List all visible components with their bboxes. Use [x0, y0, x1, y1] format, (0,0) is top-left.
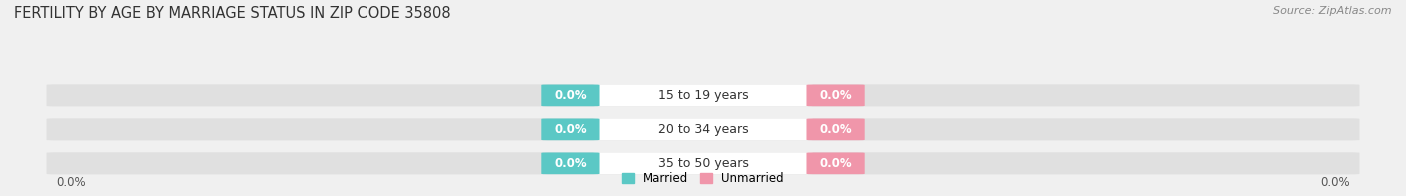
Text: 0.0%: 0.0% [820, 123, 852, 136]
FancyBboxPatch shape [593, 119, 813, 140]
Text: 15 to 19 years: 15 to 19 years [658, 89, 748, 102]
Text: 0.0%: 0.0% [554, 157, 586, 170]
FancyBboxPatch shape [46, 118, 1360, 140]
Text: 0.0%: 0.0% [56, 176, 86, 189]
FancyBboxPatch shape [46, 84, 1360, 106]
Text: 0.0%: 0.0% [554, 89, 586, 102]
FancyBboxPatch shape [541, 119, 599, 140]
FancyBboxPatch shape [541, 152, 599, 174]
FancyBboxPatch shape [46, 152, 1360, 174]
Text: 0.0%: 0.0% [820, 89, 852, 102]
FancyBboxPatch shape [807, 84, 865, 106]
FancyBboxPatch shape [807, 152, 865, 174]
Text: 0.0%: 0.0% [1320, 176, 1350, 189]
Text: 0.0%: 0.0% [554, 123, 586, 136]
FancyBboxPatch shape [593, 84, 813, 106]
FancyBboxPatch shape [541, 84, 599, 106]
Text: Source: ZipAtlas.com: Source: ZipAtlas.com [1274, 6, 1392, 16]
FancyBboxPatch shape [593, 152, 813, 174]
Legend: Married, Unmarried: Married, Unmarried [617, 168, 789, 190]
Text: 0.0%: 0.0% [820, 157, 852, 170]
FancyBboxPatch shape [807, 119, 865, 140]
Text: 35 to 50 years: 35 to 50 years [658, 157, 748, 170]
Text: 20 to 34 years: 20 to 34 years [658, 123, 748, 136]
Text: FERTILITY BY AGE BY MARRIAGE STATUS IN ZIP CODE 35808: FERTILITY BY AGE BY MARRIAGE STATUS IN Z… [14, 6, 451, 21]
